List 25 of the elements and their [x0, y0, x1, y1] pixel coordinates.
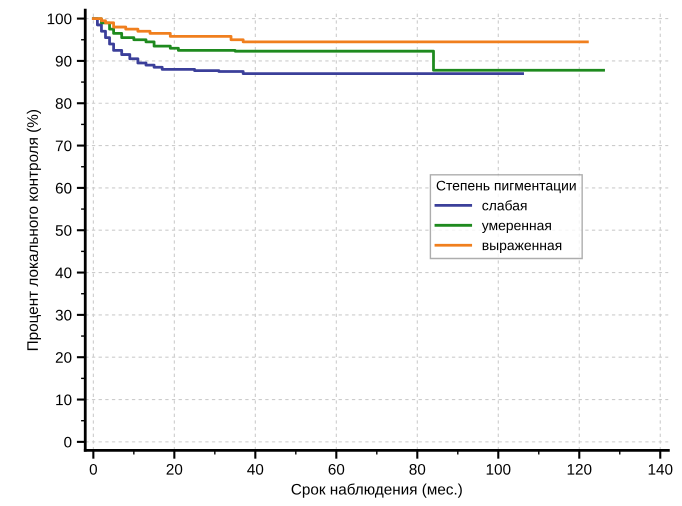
y-tick-label: 40	[55, 267, 72, 278]
y-tick-label: 10	[56, 394, 72, 406]
x-tick-label: 60	[328, 464, 344, 475]
x-tick-label: 0	[90, 464, 97, 475]
x-axis-title: Срок наблюдения (мес.)	[292, 483, 462, 498]
x-tick-label: 40	[247, 464, 264, 475]
y-tick-label: 20	[56, 352, 72, 363]
x-tick-label: 120	[568, 464, 592, 475]
legend-label: слабая	[482, 200, 526, 210]
y-tick-label: 30	[56, 310, 72, 321]
x-tick-label: 80	[409, 464, 426, 475]
y-tick-label: 60	[56, 182, 72, 194]
y-tick-label: 70	[56, 140, 72, 152]
y-axis-title: Процент локального контроля (%)	[26, 110, 42, 350]
y-tick-label: 0	[64, 436, 72, 448]
x-tick-label: 100	[486, 464, 510, 475]
legend-label: выраженная	[482, 242, 562, 253]
y-tick-label: 50	[56, 225, 72, 236]
y-tick-label: 100	[48, 13, 72, 24]
legend-label: умеренная	[482, 222, 551, 234]
legend-title: Степень пигментации	[436, 180, 576, 194]
y-tick-label: 90	[56, 56, 72, 67]
x-tick-label: 20	[166, 464, 182, 475]
y-tick-label: 80	[56, 98, 72, 109]
x-tick-label: 140	[648, 464, 672, 475]
